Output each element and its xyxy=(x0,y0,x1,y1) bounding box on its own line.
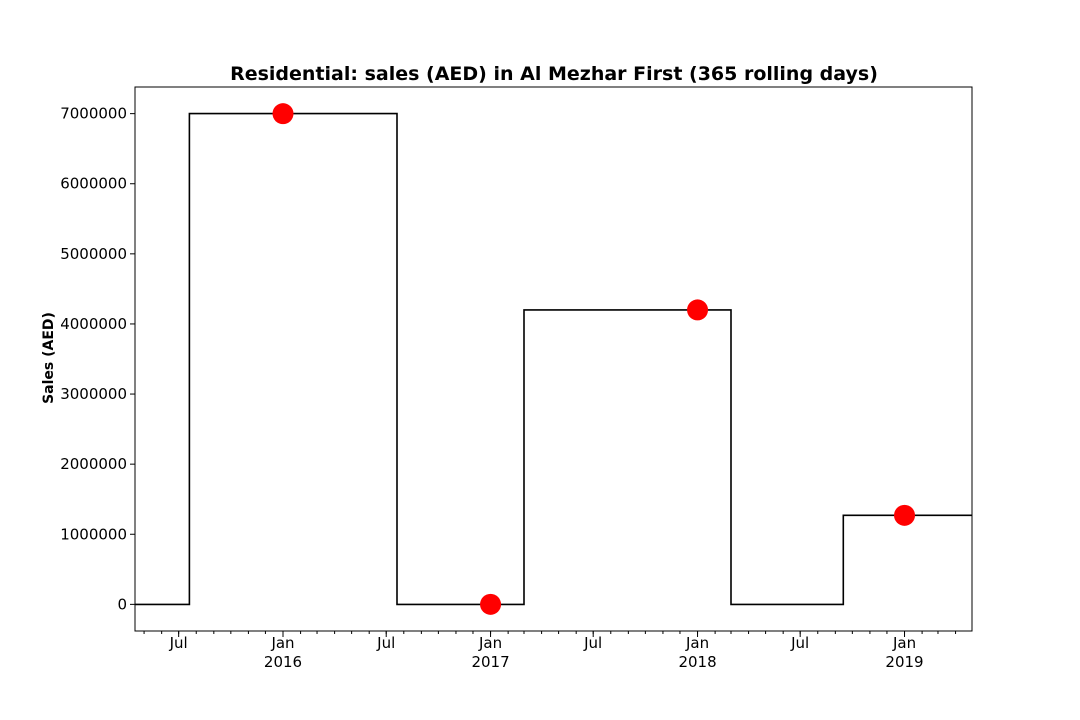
x-tick-label: Jul xyxy=(790,634,809,652)
x-tick-year-label: 2017 xyxy=(471,653,509,671)
y-tick-label: 4000000 xyxy=(60,315,127,333)
sales-marker-point xyxy=(894,504,916,526)
sales-marker-point xyxy=(480,593,502,615)
y-tick-label: 3000000 xyxy=(60,385,127,403)
y-tick-label: 6000000 xyxy=(60,175,127,193)
x-tick-year-label: 2016 xyxy=(264,653,302,671)
y-axis-title: Sales (AED) xyxy=(41,312,57,404)
x-tick-year-label: 2018 xyxy=(678,653,716,671)
sales-marker-point xyxy=(687,299,709,321)
x-tick-label: Jan xyxy=(685,634,709,652)
x-tick-year-label: 2019 xyxy=(885,653,923,671)
chart-title: Residential: sales (AED) in Al Mezhar Fi… xyxy=(230,63,878,85)
plot-area: 0 1000000 2000000 3000000 4000000 5000000 6000… xyxy=(60,103,972,671)
y-tick-label: 5000000 xyxy=(60,245,127,263)
x-tick-label: Jul xyxy=(583,634,602,652)
y-tick-label: 1000000 xyxy=(60,525,127,543)
x-tick-label: Jul xyxy=(376,634,395,652)
x-tick-label: Jul xyxy=(169,634,188,652)
x-tick-label: Jan xyxy=(478,634,502,652)
sales-marker-point xyxy=(272,103,294,125)
y-tick-label: 0 xyxy=(117,595,127,613)
x-tick-label: Jan xyxy=(270,634,294,652)
y-tick-label: 2000000 xyxy=(60,455,127,473)
y-tick-label: 7000000 xyxy=(60,105,127,123)
x-tick-label: Jan xyxy=(892,634,916,652)
sales-step-line xyxy=(135,112,972,606)
plot-frame xyxy=(134,86,973,632)
